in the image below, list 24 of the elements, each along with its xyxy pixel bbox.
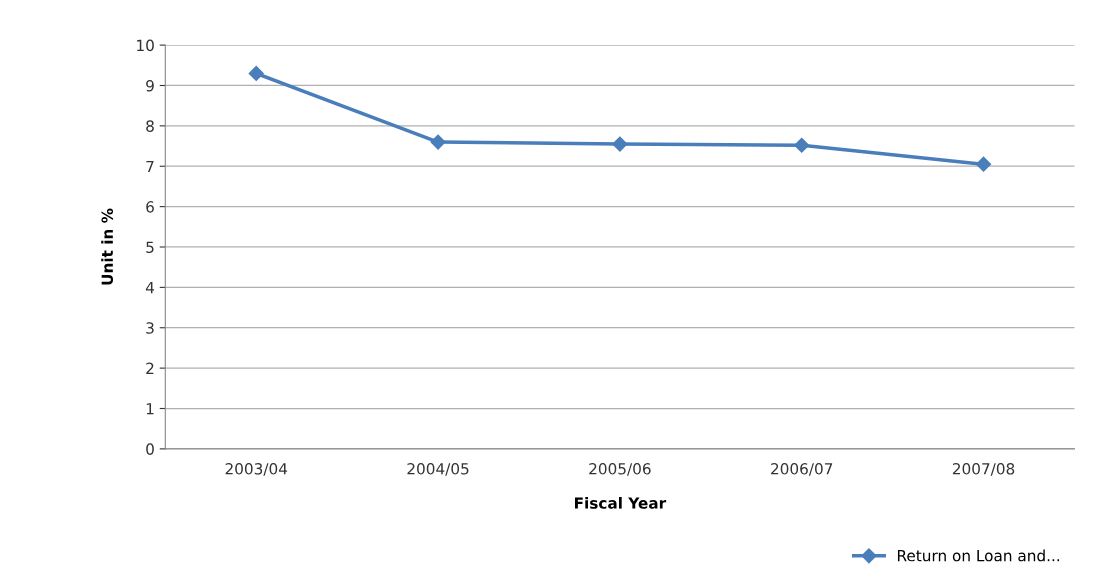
y-tick-label: 8 (146, 120, 154, 132)
y-tick-label: 10 (137, 39, 154, 52)
x-axis-title: Fiscal Year (575, 497, 667, 509)
x-tick-label: 2004/05 (407, 463, 469, 476)
point (794, 137, 810, 153)
y-tick-label: 1 (146, 403, 154, 415)
y-tick-label: 9 (146, 79, 154, 92)
y-axis-title: Unit in % (101, 208, 114, 285)
point (612, 136, 628, 152)
y-tick-label: 4 (145, 282, 155, 294)
y-tick-label: 6 (146, 201, 154, 213)
point (430, 134, 446, 150)
point (248, 65, 264, 81)
legend-label: Return on Loan and... (897, 549, 1060, 562)
x-tick-label: 2003/04 (225, 463, 288, 476)
x-tick-label: 2006/07 (771, 463, 833, 476)
y-tick-label: 0 (146, 443, 154, 455)
y-tick-label: 3 (146, 322, 154, 334)
x-tick-label: 2005/06 (589, 463, 651, 476)
point (975, 156, 992, 172)
y-tick-label: 5 (146, 241, 154, 254)
y-tick-label: 7 (146, 160, 154, 173)
x-tick-label: 2007/08 (952, 463, 1015, 476)
y-tick-label: 2 (146, 362, 154, 374)
